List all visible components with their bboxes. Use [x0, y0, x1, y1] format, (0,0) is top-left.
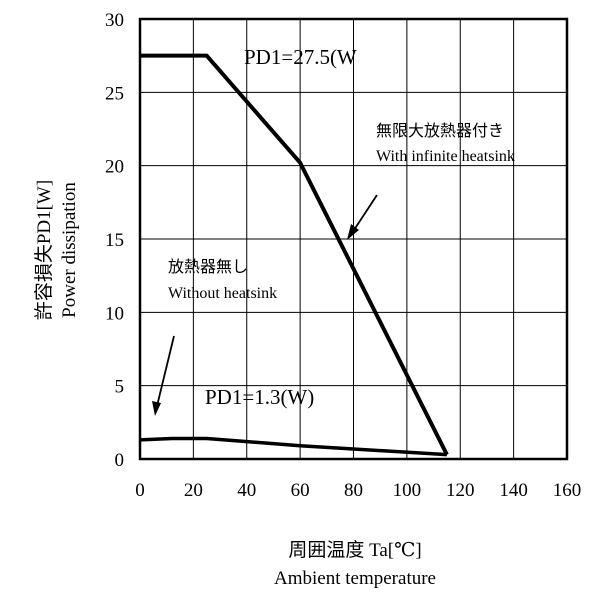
series-line-0 — [140, 53, 449, 456]
y-axis-title: 許容損失PD1[W] — [33, 180, 55, 320]
y-axis-title-en: Power dissipation — [59, 182, 80, 318]
y-tick-label-4: 20 — [105, 157, 124, 178]
x-tick-label-5: 100 — [393, 480, 422, 501]
arrow-to-noheatsink-curve — [152, 335, 175, 416]
x-tick-label-1: 20 — [184, 480, 203, 501]
x-axis-title: 周囲温度 Ta[℃] — [288, 539, 421, 561]
x-tick-label-8: 160 — [553, 480, 582, 501]
series-line-1 — [139, 436, 448, 457]
annotation-heatsink-jp: 無限大放熱器付き — [376, 122, 504, 140]
series-group — [139, 53, 449, 457]
y-tick-label-0: 0 — [115, 450, 125, 471]
x-tick-label-6: 120 — [446, 480, 475, 501]
x-axis-title-en: Ambient temperature — [274, 568, 436, 589]
x-tick-label-0: 0 — [135, 480, 145, 501]
y-tick-label-6: 30 — [105, 10, 124, 31]
x-tick-labels: 0 20 40 60 80 100 120 140 160 — [135, 480, 581, 501]
x-tick-label-3: 60 — [291, 480, 310, 501]
y-tick-label-2: 10 — [105, 303, 124, 324]
x-tick-label-4: 80 — [344, 480, 363, 501]
y-tick-label-1: 5 — [115, 377, 125, 398]
annotation-pd-low: PD1=1.3(W) — [205, 385, 314, 409]
y-tick-label-5: 25 — [105, 83, 124, 104]
annotation-noheatsink-jp: 放熱器無し — [168, 258, 248, 276]
grid-lines — [140, 19, 567, 459]
annotation-heatsink-en: With infinite heatsink — [376, 148, 515, 165]
annotation-pd-high: PD1=27.5(W — [244, 45, 357, 69]
plot-frame — [138, 17, 569, 461]
y-tick-label-3: 15 — [105, 230, 124, 251]
x-tick-label-2: 40 — [237, 480, 256, 501]
x-tick-label-7: 140 — [499, 480, 528, 501]
y-tick-labels: 0 5 10 15 20 25 30 — [105, 10, 124, 471]
annotation-noheatsink-en: Without heatsink — [168, 285, 277, 302]
arrow-to-heatsink-curve — [347, 194, 378, 240]
